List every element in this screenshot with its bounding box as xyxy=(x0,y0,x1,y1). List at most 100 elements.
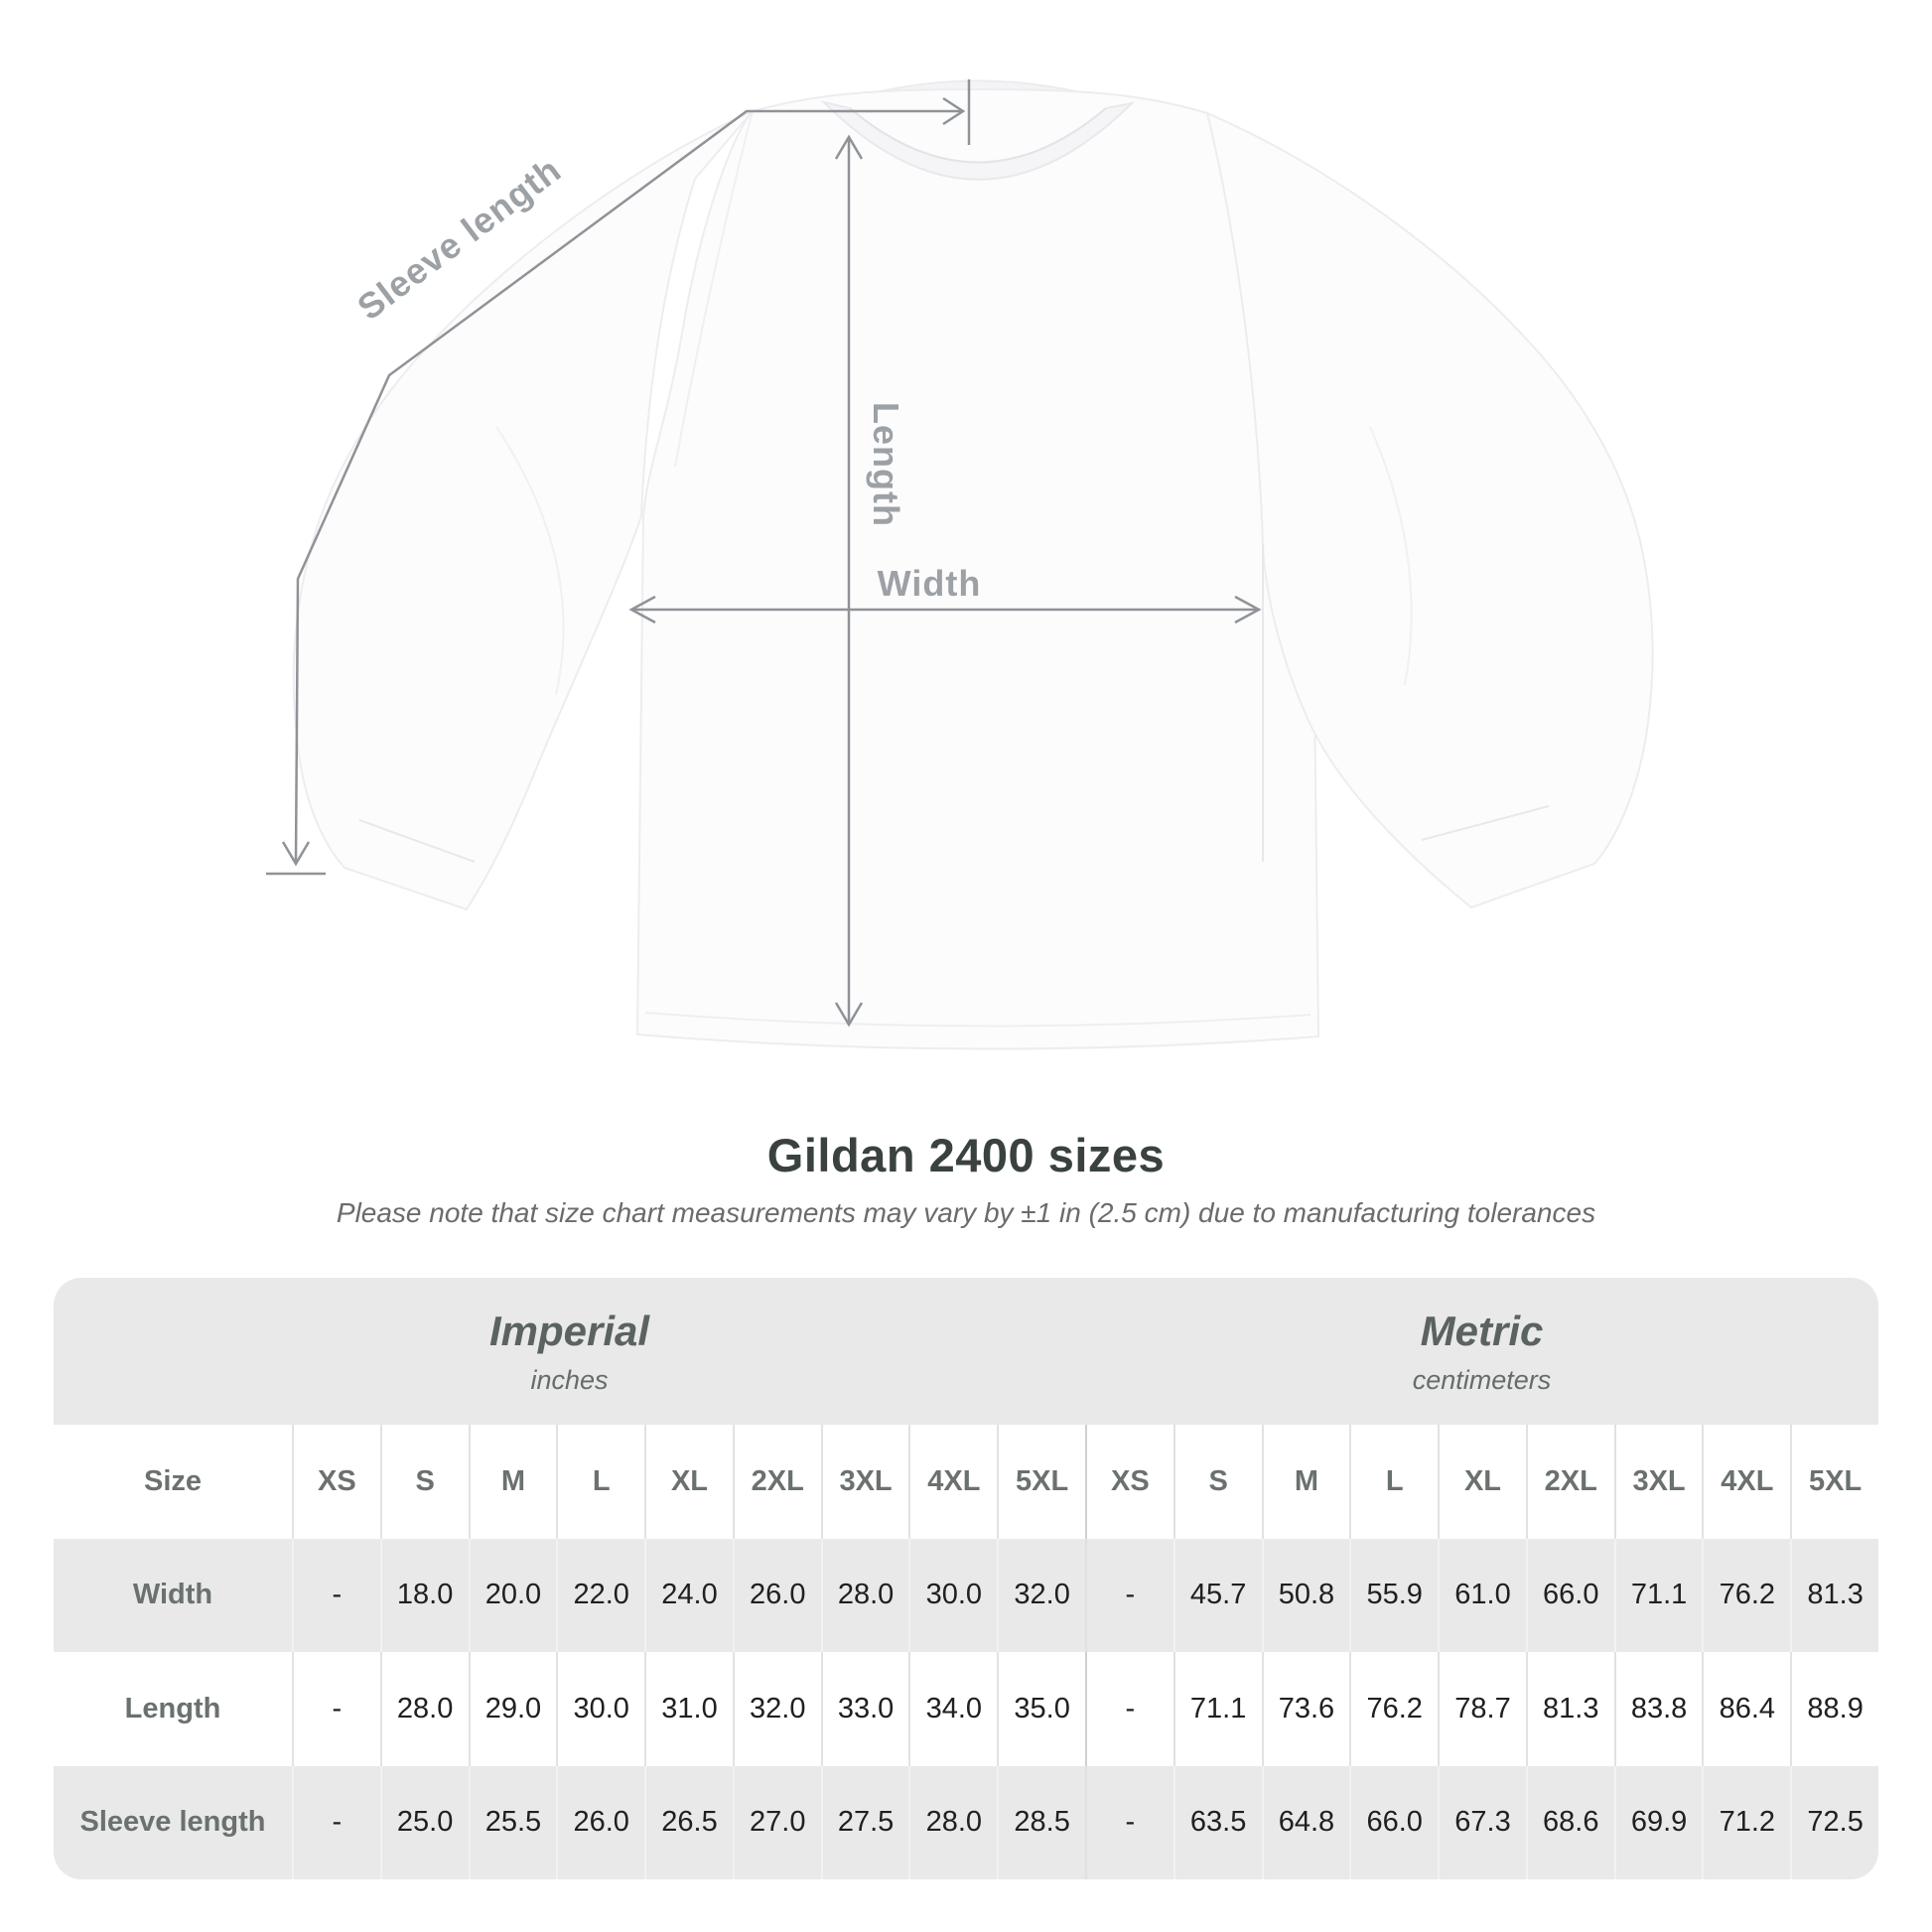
size-value-cell: 66.0 xyxy=(1525,1538,1614,1652)
size-value-cell: 81.3 xyxy=(1790,1538,1878,1652)
measurement-row-label: Sleeve length xyxy=(79,1806,266,1839)
imperial-label: Imperial xyxy=(488,1307,650,1354)
shirt-left-sleeve-fold xyxy=(495,426,565,696)
size-value-cell: 71.1 xyxy=(1613,1538,1703,1652)
size-table: Imperial inches Metric centimeters Size X… xyxy=(54,1278,1878,1879)
width-arrow xyxy=(628,595,1262,624)
size-value-cell: 24.0 xyxy=(644,1538,733,1652)
imperial-group-header: Imperial inches xyxy=(54,1278,1085,1425)
size-column-header: XS xyxy=(292,1425,380,1539)
size-value-cell: 63.5 xyxy=(1173,1765,1262,1879)
size-column-header: XL xyxy=(644,1425,733,1539)
size-value-cell: 66.0 xyxy=(1349,1765,1438,1879)
measurement-row-label: Length xyxy=(54,1652,292,1766)
metric-group-header: Metric centimeters xyxy=(1085,1278,1878,1425)
size-value-cell: 29.0 xyxy=(468,1652,557,1766)
size-column-header: S xyxy=(1173,1425,1262,1539)
sleeve-length-down-arrowhead xyxy=(281,841,311,867)
size-column-header: 3XL xyxy=(820,1425,909,1539)
size-value-cell: 28.0 xyxy=(379,1652,469,1766)
size-value-cell: 30.0 xyxy=(556,1652,645,1766)
shirt-left-shoulder-seam xyxy=(674,110,754,468)
size-column-header: M xyxy=(468,1425,557,1539)
size-value-cell: 76.2 xyxy=(1349,1652,1439,1766)
size-column-header: M xyxy=(1261,1425,1350,1539)
size-value-cell: 88.9 xyxy=(1790,1652,1878,1766)
size-column-header: S xyxy=(379,1425,469,1539)
size-value-cell: 26.5 xyxy=(644,1765,733,1879)
size-value-cell: 30.0 xyxy=(908,1538,997,1652)
width-right-arrowhead xyxy=(1234,595,1262,624)
size-column-header: XS xyxy=(1085,1425,1173,1539)
size-value-cell: 32.0 xyxy=(997,1538,1085,1652)
size-value-cell: 32.0 xyxy=(732,1652,821,1766)
size-value-cell: - xyxy=(292,1652,380,1766)
size-value-cell: 81.3 xyxy=(1525,1652,1614,1766)
size-value-cell: - xyxy=(1085,1538,1173,1652)
size-value-cell: 35.0 xyxy=(997,1652,1085,1766)
page-title: Gildan 2400 sizes xyxy=(766,1129,1166,1181)
shirt-hem-seam xyxy=(644,1012,1311,1028)
size-column-header: L xyxy=(1349,1425,1439,1539)
size-column-header: 4XL xyxy=(1702,1425,1791,1539)
size-column-header: 5XL xyxy=(997,1425,1085,1539)
imperial-unit-label: inches xyxy=(530,1364,609,1395)
shirt-right-sleeve-fold xyxy=(1369,426,1413,686)
size-value-cell: 50.8 xyxy=(1261,1538,1350,1652)
size-value-cell: 20.0 xyxy=(468,1538,557,1652)
size-value-cell: 26.0 xyxy=(732,1538,821,1652)
size-value-cell: 71.2 xyxy=(1702,1765,1790,1879)
sleeve-length-right-arrowhead xyxy=(942,96,966,126)
size-value-cell: 72.5 xyxy=(1790,1765,1878,1879)
sleeve-length-arrow xyxy=(266,79,971,876)
size-value-cell: 73.6 xyxy=(1261,1652,1350,1766)
metric-unit-label: centimeters xyxy=(1412,1364,1552,1395)
size-value-cell: 31.0 xyxy=(644,1652,733,1766)
size-value-cell: 45.7 xyxy=(1173,1538,1262,1652)
measurement-row-label: Width xyxy=(132,1579,213,1611)
size-value-cell: 25.5 xyxy=(468,1765,557,1879)
size-column-header: 3XL xyxy=(1613,1425,1703,1539)
size-value-cell: 76.2 xyxy=(1702,1538,1790,1652)
size-value-cell: - xyxy=(1085,1652,1173,1766)
size-value-cell: - xyxy=(1085,1765,1173,1879)
size-value-cell: 71.1 xyxy=(1173,1652,1262,1766)
size-value-cell: 83.8 xyxy=(1613,1652,1703,1766)
width-label: Width xyxy=(878,563,982,604)
size-value-cell: 22.0 xyxy=(556,1538,644,1652)
size-value-cell: 26.0 xyxy=(556,1765,644,1879)
size-value-cell: 86.4 xyxy=(1702,1652,1791,1766)
size-value-cell: 55.9 xyxy=(1349,1538,1438,1652)
sleeve-length-line xyxy=(294,109,963,863)
size-value-cell: 28.0 xyxy=(908,1765,997,1879)
size-value-cell: 67.3 xyxy=(1438,1765,1526,1879)
size-value-cell: 61.0 xyxy=(1438,1538,1526,1652)
size-value-cell: 27.5 xyxy=(820,1765,909,1879)
size-value-cell: 64.8 xyxy=(1261,1765,1350,1879)
size-column-header: L xyxy=(556,1425,645,1539)
size-value-cell: 78.7 xyxy=(1438,1652,1526,1766)
shirt-left-cuff-seam xyxy=(358,819,476,863)
shirt-right-cuff-seam xyxy=(1421,805,1550,841)
shirt-collar-inner-seam xyxy=(849,107,1107,164)
tolerance-note: Please note that size chart measurements… xyxy=(336,1197,1596,1228)
shirt-right-sleeve xyxy=(1205,111,1654,909)
size-value-cell: 28.5 xyxy=(997,1765,1085,1879)
size-column-header: 4XL xyxy=(908,1425,998,1539)
size-value-cell: - xyxy=(292,1538,380,1652)
size-value-cell: - xyxy=(292,1765,380,1879)
size-value-cell: 34.0 xyxy=(908,1652,998,1766)
length-up-arrowhead xyxy=(834,134,864,160)
metric-label: Metric xyxy=(1420,1307,1544,1354)
length-down-arrowhead xyxy=(834,1002,864,1028)
size-value-cell: 18.0 xyxy=(379,1538,469,1652)
size-value-cell: 28.0 xyxy=(820,1538,909,1652)
width-left-arrowhead xyxy=(628,595,656,624)
size-column-header: 2XL xyxy=(1525,1425,1614,1539)
size-row-header: Size xyxy=(54,1425,292,1539)
size-value-cell: 69.9 xyxy=(1613,1765,1703,1879)
size-column-header: 2XL xyxy=(732,1425,821,1539)
length-label: Length xyxy=(866,402,906,527)
size-column-header: 5XL xyxy=(1790,1425,1878,1539)
size-value-cell: 25.0 xyxy=(379,1765,469,1879)
